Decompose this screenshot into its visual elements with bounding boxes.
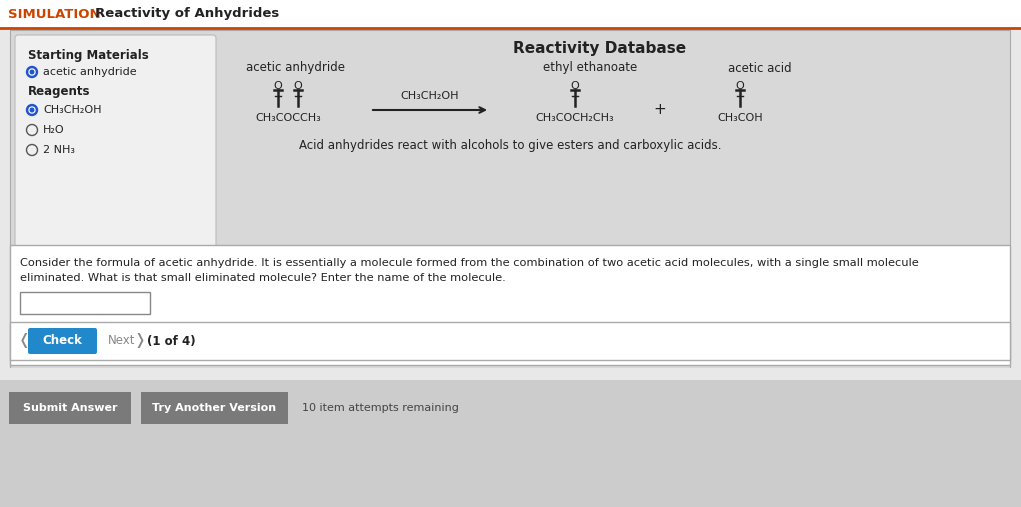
Text: Starting Materials: Starting Materials	[28, 50, 149, 62]
FancyBboxPatch shape	[10, 30, 1010, 370]
Text: Reagents: Reagents	[28, 86, 91, 98]
FancyBboxPatch shape	[0, 0, 1021, 28]
FancyBboxPatch shape	[20, 292, 150, 314]
Text: acetic anhydride: acetic anhydride	[245, 61, 344, 75]
Circle shape	[31, 108, 34, 112]
Circle shape	[27, 66, 38, 78]
Circle shape	[31, 70, 34, 74]
Text: Try Another Version: Try Another Version	[152, 403, 276, 413]
Text: O: O	[735, 81, 744, 91]
Circle shape	[27, 104, 38, 116]
Text: acetic acid: acetic acid	[728, 61, 792, 75]
Text: Reactivity Database: Reactivity Database	[514, 41, 686, 55]
Text: Check: Check	[42, 335, 82, 347]
FancyBboxPatch shape	[10, 245, 1010, 365]
Text: H₂O: H₂O	[43, 125, 64, 135]
FancyBboxPatch shape	[141, 392, 288, 424]
Circle shape	[29, 69, 35, 75]
Text: Next: Next	[108, 335, 136, 347]
Text: 10 item attempts remaining: 10 item attempts remaining	[302, 403, 458, 413]
FancyBboxPatch shape	[15, 35, 216, 256]
Text: O: O	[294, 81, 302, 91]
FancyBboxPatch shape	[10, 322, 1010, 360]
Text: +: +	[653, 102, 667, 118]
Text: O: O	[571, 81, 579, 91]
FancyBboxPatch shape	[9, 392, 131, 424]
Text: CH₃COH: CH₃COH	[717, 113, 763, 123]
Text: ethyl ethanoate: ethyl ethanoate	[543, 61, 637, 75]
Text: 2 NH₃: 2 NH₃	[43, 145, 75, 155]
Text: CH₃COCCH₃: CH₃COCCH₃	[255, 113, 321, 123]
Text: eliminated. What is that small eliminated molecule? Enter the name of the molecu: eliminated. What is that small eliminate…	[20, 273, 505, 283]
FancyBboxPatch shape	[0, 380, 1021, 507]
Text: Reactivity of Anhydrides: Reactivity of Anhydrides	[95, 8, 280, 20]
FancyBboxPatch shape	[28, 328, 97, 354]
Circle shape	[29, 107, 35, 113]
Text: CH₃CH₂OH: CH₃CH₂OH	[401, 91, 459, 101]
Text: SIMULATION: SIMULATION	[8, 8, 101, 20]
Text: CH₃CH₂OH: CH₃CH₂OH	[43, 105, 101, 115]
Text: CH₃COCH₂CH₃: CH₃COCH₂CH₃	[536, 113, 615, 123]
Text: O: O	[274, 81, 283, 91]
Text: Submit Answer: Submit Answer	[22, 403, 117, 413]
Text: (1 of 4): (1 of 4)	[147, 335, 196, 347]
Text: Acid anhydrides react with alcohols to give esters and carboxylic acids.: Acid anhydrides react with alcohols to g…	[299, 138, 721, 152]
Text: ❬: ❬	[18, 334, 31, 348]
FancyBboxPatch shape	[0, 368, 1021, 380]
Text: ❭: ❭	[133, 334, 146, 348]
Text: acetic anhydride: acetic anhydride	[43, 67, 137, 77]
Text: Consider the formula of acetic anhydride. It is essentially a molecule formed fr: Consider the formula of acetic anhydride…	[20, 258, 919, 268]
